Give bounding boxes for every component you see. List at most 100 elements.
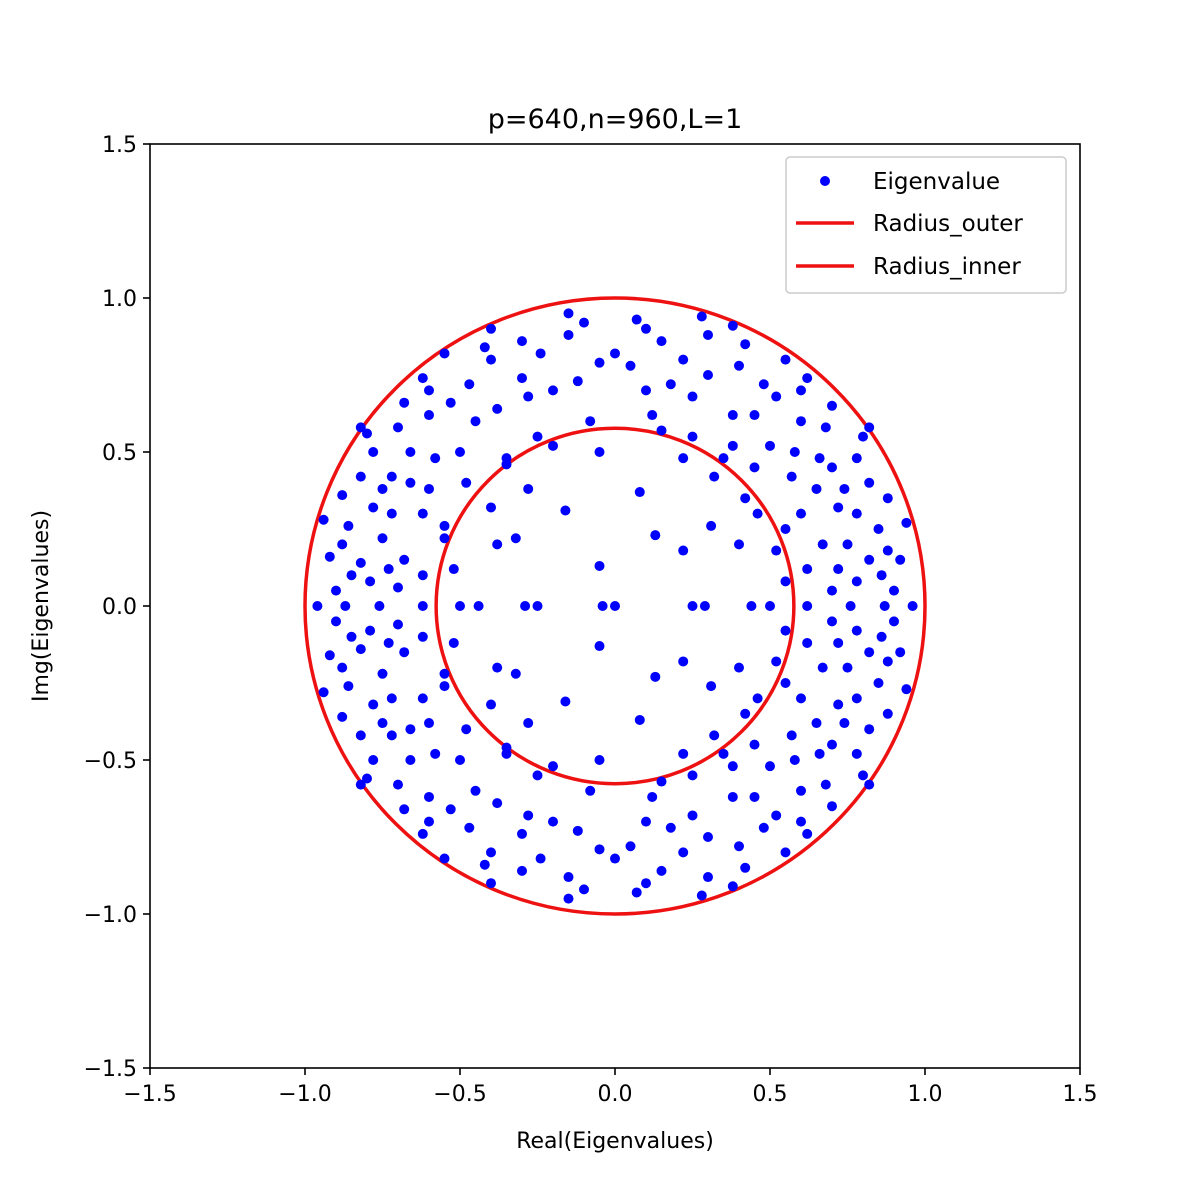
eigenvalue-point (895, 647, 906, 658)
eigenvalue-point (377, 483, 388, 494)
eigenvalue-point (749, 462, 760, 473)
eigenvalue-point (802, 601, 813, 611)
eigenvalue-point (594, 357, 605, 368)
eigenvalue-point (470, 785, 481, 796)
eigenvalue-point (486, 847, 496, 858)
eigenvalue-point (355, 779, 366, 790)
eigenvalue-point (718, 453, 729, 464)
eigenvalue-point (563, 329, 574, 340)
x-tick-label: −1.5 (123, 1082, 176, 1107)
eigenvalue-point (510, 533, 521, 544)
eigenvalue-point (479, 342, 490, 353)
eigenvalue-point (579, 884, 589, 895)
eigenvalue-point (393, 422, 403, 433)
eigenvalue-point (864, 779, 875, 790)
eigenvalue-point (851, 693, 862, 704)
y-axis: 1.5 1.0 0.5 0.0 −0.5 −1.0 −1.5 (84, 133, 150, 1082)
eigenvalue-point (520, 601, 531, 611)
eigenvalue-point (424, 816, 434, 827)
eigenvalue-point (811, 718, 822, 729)
eigenvalue-point (687, 601, 698, 611)
eigenvalue-point (882, 493, 893, 504)
x-tick-label: −0.5 (433, 1082, 486, 1107)
eigenvalue-point (796, 816, 806, 827)
eigenvalue-point (833, 637, 844, 648)
eigenvalue-point (377, 668, 388, 679)
eigenvalue-point (448, 637, 459, 648)
eigenvalue-point (374, 601, 385, 611)
legend-label-radius-inner: Radius_inner (873, 254, 1021, 280)
eigenvalue-point (696, 311, 707, 322)
eigenvalue-point (789, 447, 800, 457)
eigenvalue-point (368, 447, 379, 457)
eigenvalue-point (734, 841, 744, 852)
eigenvalue-point (706, 681, 717, 692)
eigenvalue-point (727, 410, 738, 421)
eigenvalue-point (817, 539, 828, 550)
eigenvalue-point (634, 487, 645, 498)
eigenvalue-point (833, 699, 844, 710)
eigenvalue-point (377, 718, 388, 729)
eigenvalue-point (851, 748, 862, 759)
eigenvalue-point (386, 730, 397, 741)
legend-label-eigenvalue: Eigenvalue (873, 169, 1000, 195)
eigenvalue-point (802, 564, 813, 575)
legend: Eigenvalue Radius_outer Radius_inner (785, 156, 1067, 294)
eigenvalue-point (641, 385, 651, 396)
eigenvalue-point (548, 816, 558, 827)
eigenvalue-point (331, 616, 341, 627)
eigenvalue-point (337, 490, 348, 501)
eigenvalue-point (817, 662, 828, 673)
eigenvalue-point (532, 431, 543, 442)
eigenvalue-point (386, 508, 397, 519)
eigenvalue-point (455, 755, 465, 765)
eigenvalue-point (312, 601, 323, 611)
eigenvalue-point (687, 810, 698, 821)
eigenvalue-point (802, 637, 813, 648)
eigenvalue-point (610, 601, 620, 611)
eigenvalue-point (346, 631, 357, 642)
eigenvalue-point (563, 872, 574, 883)
eigenvalue-point (439, 668, 450, 679)
eigenvalue-point (464, 379, 475, 390)
eigenvalue-point (851, 625, 862, 636)
eigenvalue-point (641, 816, 651, 827)
eigenvalue-point (709, 730, 720, 741)
eigenvalue-point (827, 616, 837, 627)
eigenvalue-point (842, 539, 853, 550)
eigenvalue-point (579, 317, 589, 328)
eigenvalue-point (346, 570, 357, 581)
eigenvalue-point (647, 791, 658, 802)
eigenvalue-point (814, 453, 825, 464)
eigenvalue-point (486, 502, 496, 513)
eigenvalue-point (377, 533, 388, 544)
eigenvalue-point (337, 539, 348, 550)
circle-radius-outer (303, 296, 927, 916)
eigenvalue-point (851, 508, 862, 519)
eigenvalue-point (749, 791, 760, 802)
eigenvalue-point (827, 400, 837, 411)
eigenvalue-point (439, 853, 450, 864)
eigenvalue-point (548, 440, 558, 451)
eigenvalue-point (647, 410, 658, 421)
eigenvalue-point (340, 601, 351, 611)
eigenvalue-point (560, 505, 571, 516)
eigenvalue-point (368, 699, 379, 710)
x-tick-label: 1.5 (1063, 1082, 1098, 1107)
eigenvalue-point (796, 693, 806, 704)
eigenvalue-point (492, 403, 503, 414)
eigenvalue-point (572, 376, 583, 387)
eigenvalue-point (399, 397, 410, 408)
eigenvalue-point (864, 554, 875, 565)
eigenvalue-point (365, 625, 376, 636)
eigenvalue-point (464, 822, 475, 833)
eigenvalue-point (324, 650, 335, 661)
eigenvalue-point (780, 576, 791, 587)
x-tick-label: 1.0 (908, 1082, 943, 1107)
eigenvalue-point (901, 684, 912, 695)
eigenvalue-point (678, 354, 689, 365)
y-tick-label: 1.5 (102, 133, 137, 158)
eigenvalue-point (631, 887, 642, 898)
eigenvalue-point (337, 662, 348, 673)
eigenvalue-point (740, 708, 751, 719)
